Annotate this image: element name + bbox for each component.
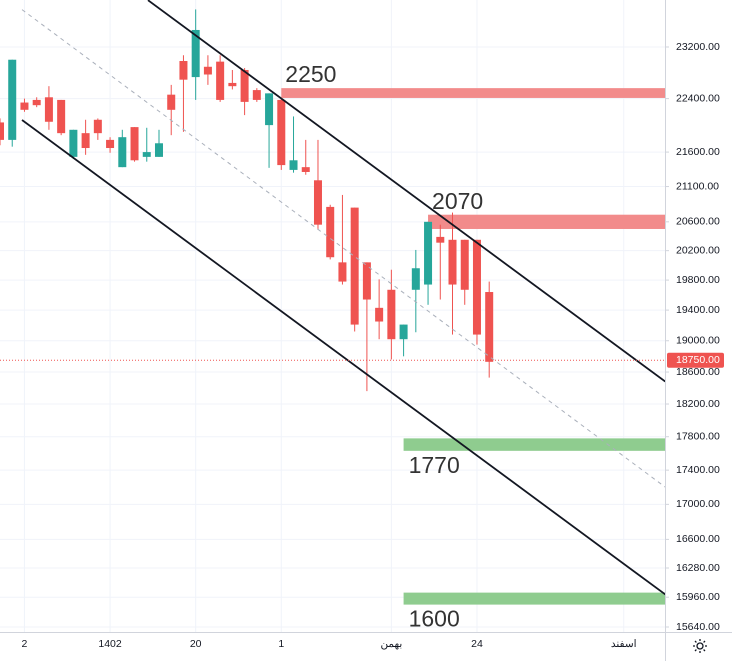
candle-body [448,239,457,285]
x-tick-label: 20 [190,638,202,650]
zone [281,88,665,98]
trend-line [21,9,665,488]
y-tick-label: 21100.00 [676,180,719,192]
candle-body [252,90,261,100]
x-tick-label: 1402 [98,638,122,650]
candle-body [301,167,310,172]
candle-body [216,61,225,100]
candle-body [44,97,53,122]
y-tick-label: 20200.00 [676,244,720,256]
candle-body [313,180,322,225]
candle-body [399,324,408,340]
y-tick-label: 17000.00 [676,498,720,510]
candle-body [338,262,347,282]
candle-body [460,239,469,290]
y-tick-label: 15960.00 [676,591,720,603]
candle-body [362,262,371,300]
y-tick-label: 19800.00 [676,274,720,286]
x-tick-label: بهمن [380,638,402,650]
y-tick-label: 16600.00 [676,533,720,545]
y-tick-label: 18600.00 [676,366,720,378]
settings-icon[interactable] [693,639,707,653]
grid [0,0,665,632]
candle-body [387,289,396,340]
candle-body [472,239,481,335]
y-tick-label: 23200.00 [676,41,720,53]
last-price-label: 18750.00 [676,354,720,366]
zone-label: 2250 [285,61,336,87]
candle-body [69,129,78,157]
y-tick-label: 17800.00 [676,430,720,442]
candle-body [167,94,176,110]
candle-body [191,29,200,78]
zone-label: 1600 [409,606,460,632]
candle-body [289,160,298,170]
x-tick-label: 24 [471,638,483,650]
candle-body [0,122,4,140]
y-tick-label: 15640.00 [676,621,720,633]
zone [403,438,665,451]
candle-body [228,82,237,87]
candle-body [485,292,494,362]
candle-body [179,60,188,80]
candle-body [203,66,212,75]
candle-body [277,99,286,166]
candle-body [93,119,102,134]
candle-body [411,268,420,290]
candle-body [240,69,249,102]
candle-body [130,127,139,161]
y-tick-label: 22400.00 [676,92,720,104]
y-tick-label: 20600.00 [676,216,720,228]
y-tick-label: 16280.00 [676,562,720,574]
zone [428,214,665,229]
candle-body [8,59,17,140]
last-price-box [667,352,724,368]
candle-body [20,102,29,110]
trend-line [21,119,665,596]
y-tick-label: 21600.00 [676,146,720,158]
y-tick-label: 19400.00 [676,304,720,316]
candle-body [436,236,445,243]
candle-body [142,152,151,157]
candle-body [265,93,274,126]
zone [403,592,665,605]
candle-body [106,139,115,149]
axes: 23200.00 22400.00 21600.00 21100.00 20600.00… [22,41,724,650]
trend-line [147,0,665,383]
x-tick-label: اسفند [611,638,637,650]
zone-label: 2070 [432,188,483,214]
x-tick-label: 1 [278,638,284,650]
candle-body [326,206,335,258]
candle-body [57,99,66,134]
y-tick-label: 18200.00 [676,398,720,410]
plot-area [0,0,665,605]
candle-body [424,221,433,285]
y-tick-label: 17400.00 [676,464,720,476]
zone-label: 1770 [409,452,460,478]
candle-body [118,137,127,168]
candle-body [350,207,359,325]
candle-body [154,143,163,157]
x-tick-label: 2 [22,638,28,650]
candle-body [375,307,384,322]
candle-body [32,99,41,106]
candle-body [81,133,90,149]
y-tick-label: 19000.00 [676,335,720,347]
